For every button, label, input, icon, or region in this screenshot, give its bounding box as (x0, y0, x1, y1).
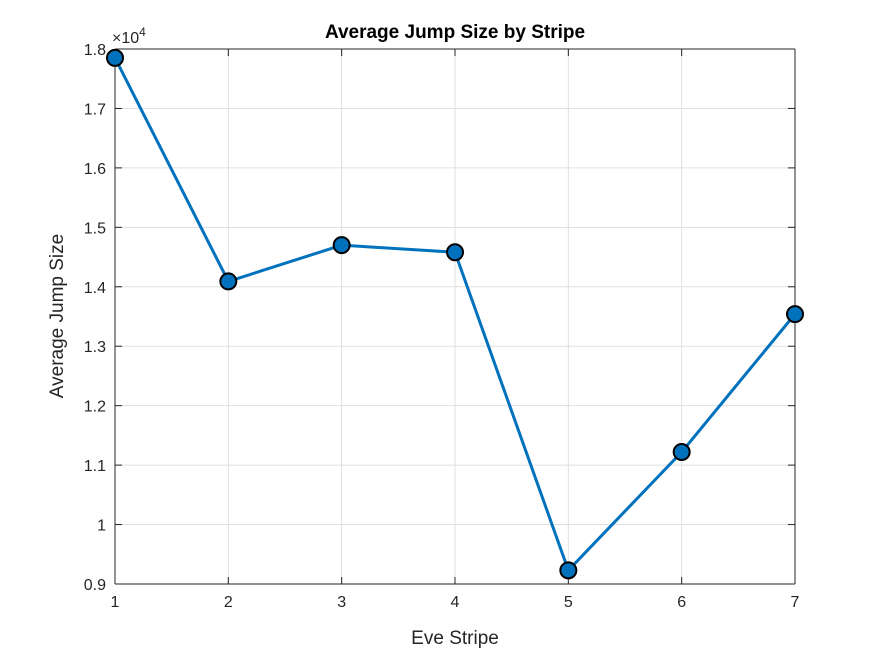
y-tick-label: 1.6 (84, 161, 106, 178)
y-tick-label: 0.9 (84, 577, 106, 594)
x-tick-label: 7 (791, 594, 800, 611)
y-tick-label: 1.2 (84, 399, 106, 416)
data-point-marker (559, 561, 578, 580)
y-tick-label: 1.4 (84, 280, 106, 297)
x-tick-label: 6 (677, 594, 686, 611)
y-tick-label: 1.7 (84, 101, 106, 118)
y-axis-exponent-base: ×10 (112, 30, 139, 47)
y-tick-label: 1.3 (84, 339, 106, 356)
chart-title: Average Jump Size by Stripe (325, 22, 585, 43)
data-point-marker (786, 305, 804, 324)
x-tick-label: 3 (337, 594, 346, 611)
data-point-marker (332, 236, 351, 255)
y-axis-exponent-power: 4 (139, 25, 146, 39)
x-tick-label: 5 (564, 594, 573, 611)
data-point-marker (446, 243, 464, 262)
series-group (106, 48, 804, 580)
tick-labels: 1 2 3 4 5 6 7 0.9 1 1.1 1.2 1.3 1.4 1.5 1.6 1.7 1.8 (84, 42, 800, 611)
y-axis-label: Average Jump Size (47, 234, 68, 398)
y-tick-label: 1.5 (84, 220, 106, 237)
y-tick-label: 1.1 (84, 458, 106, 475)
x-tick-label: 2 (224, 594, 233, 611)
y-tick-label: 1.8 (84, 42, 106, 59)
axis-ticks (114, 48, 796, 585)
y-axis-exponent: ×104 (112, 25, 146, 47)
x-tick-label: 4 (451, 594, 460, 611)
data-point-marker (106, 48, 124, 67)
data-point-marker (219, 272, 238, 291)
y-tick-label: 1 (97, 518, 106, 535)
x-axis-label: Eve Stripe (411, 628, 499, 649)
x-tick-label: 1 (111, 594, 120, 611)
data-point-marker (672, 443, 691, 462)
